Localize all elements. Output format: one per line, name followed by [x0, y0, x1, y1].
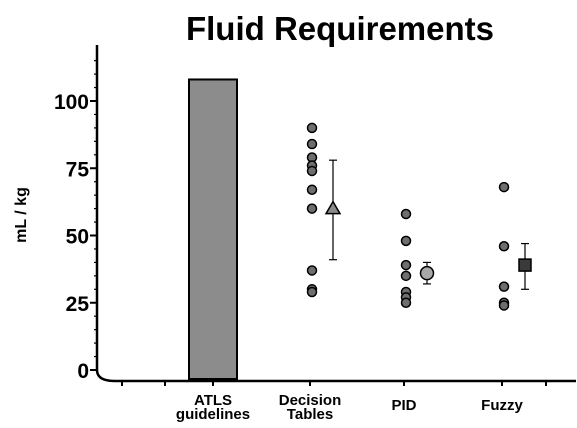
data-point — [498, 181, 510, 193]
mean-marker-square — [518, 258, 532, 272]
x-tick-label: PID — [391, 397, 416, 414]
data-point — [498, 241, 510, 252]
data-point — [400, 270, 412, 282]
mean-marker-circle — [419, 265, 435, 281]
y-axis-label: mL / kg — [13, 187, 30, 243]
y-tick-label: 25 — [66, 293, 90, 316]
data-point — [498, 281, 510, 292]
data-point — [306, 265, 318, 276]
data-point — [400, 259, 412, 271]
chart-title: Fluid Requirements — [186, 10, 494, 47]
x-tick-label: Fuzzy — [481, 397, 523, 414]
data-point — [306, 122, 318, 134]
x-tick-label: ATLS — [194, 392, 232, 409]
y-tick-label: 0 — [77, 360, 89, 383]
y-tick-label: 50 — [66, 226, 89, 249]
data-point — [306, 286, 318, 298]
bar-atls-guidelines — [188, 78, 238, 380]
x-tick-label: Tables — [287, 406, 333, 423]
x-tick-label: Decision — [279, 392, 342, 409]
data-point — [400, 208, 412, 220]
x-tick-label: guidelines — [176, 406, 250, 423]
data-point — [306, 138, 318, 150]
data-point — [306, 184, 318, 196]
data-point — [498, 300, 510, 311]
data-point — [306, 165, 318, 177]
axis-corner — [95, 369, 116, 383]
data-point — [400, 235, 412, 247]
data-point — [306, 203, 318, 214]
mean-marker-triangle — [324, 200, 342, 215]
y-tick-label: 75 — [66, 158, 90, 181]
data-point — [400, 297, 412, 308]
y-tick-label: 100 — [54, 91, 89, 114]
y-ticks: 0 25 50 75 100 — [54, 60, 97, 383]
plot-marks — [188, 78, 532, 380]
